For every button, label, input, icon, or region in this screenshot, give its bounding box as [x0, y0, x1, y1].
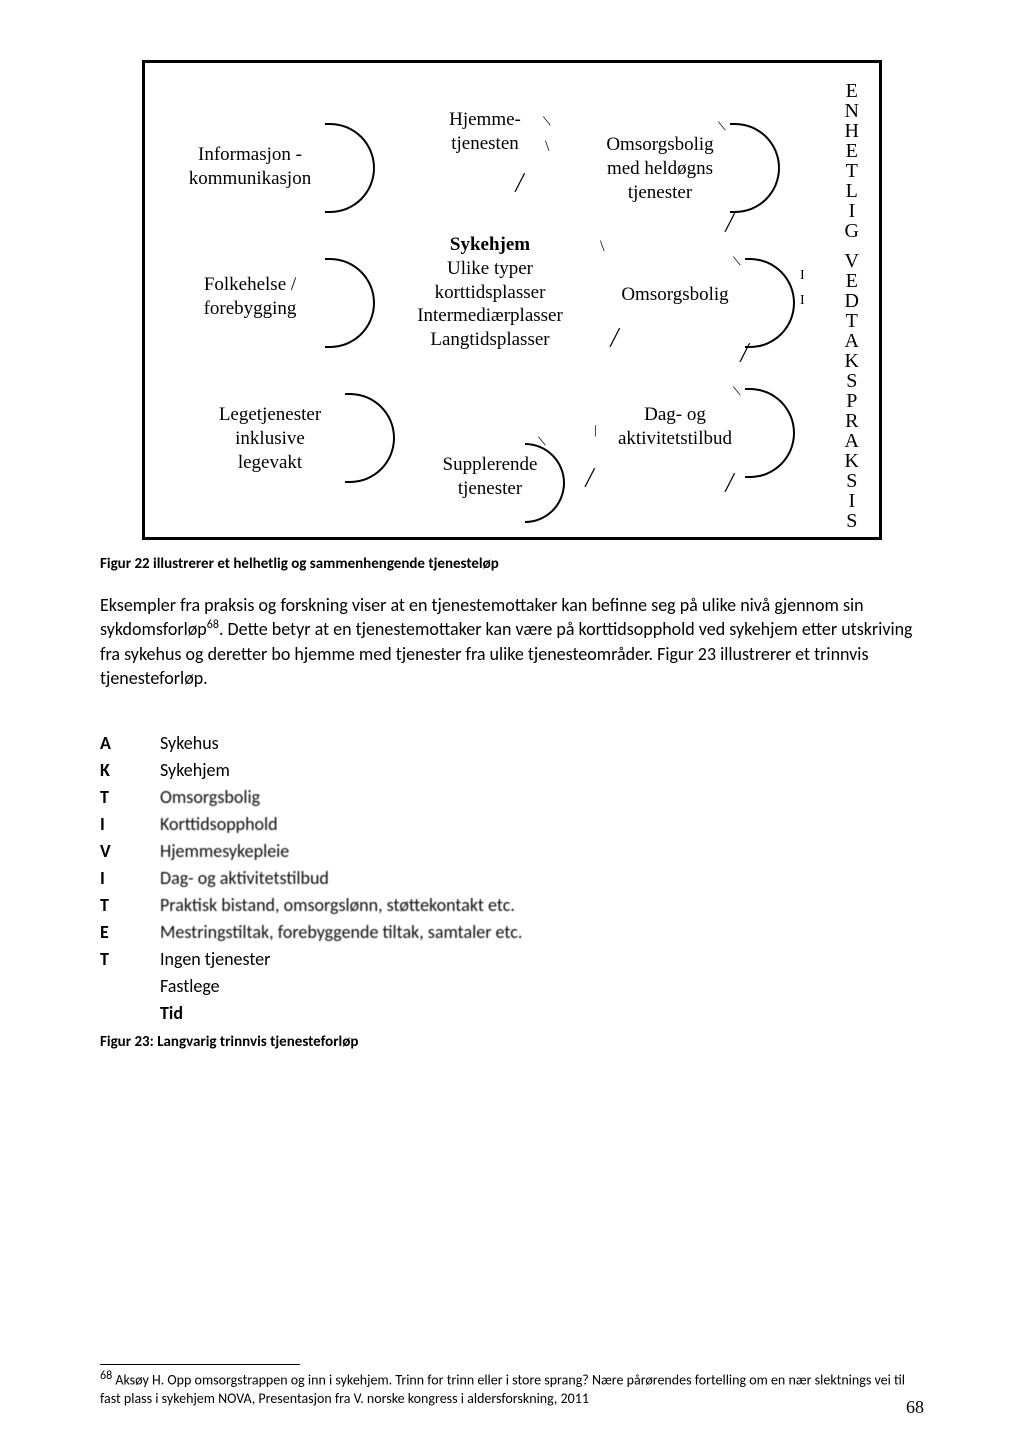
service-diagram: Informasjon - kommunikasjon Folkehelse /…: [142, 60, 882, 540]
node-info: Informasjon - kommunikasjon: [175, 143, 325, 191]
slash-mark: \: [600, 238, 604, 256]
list-item: Fastlege: [100, 973, 924, 1000]
arc: [745, 258, 795, 348]
tick-mark: I: [800, 268, 805, 284]
node-label: Omsorgsbolig med heldøgns tjenester: [606, 134, 713, 203]
list-item: TIngen tjenester: [100, 946, 924, 973]
list-item: TPraktisk bistand, omsorgslønn, støtteko…: [100, 892, 924, 919]
footnote-section: 68 Aksøy H. Opp omsorgstrappen og inn i …: [100, 1364, 924, 1408]
node-sykehjem: Sykehjem Ulike typer korttidsplasser Int…: [395, 233, 585, 352]
footnote-rule: [100, 1364, 300, 1365]
figure-caption-23: Figur 23: Langvarig trinnvis tjenestefor…: [100, 1033, 924, 1051]
figure-caption-22: Figur 22 illustrerer et helhetlig og sam…: [100, 555, 924, 573]
node-omsorg2: Omsorgsbolig: [605, 283, 745, 307]
list-item: IDag- og aktivitetstilbud: [100, 865, 924, 892]
arc: [325, 258, 375, 348]
slash-mark: \: [732, 253, 742, 271]
arc: [745, 388, 795, 478]
node-label: Sykehjem: [450, 234, 530, 255]
footnote-number: 68: [100, 1369, 112, 1383]
node-label: Hjemme- tjenesten: [449, 109, 521, 154]
slash-mark: ╱: [725, 213, 735, 233]
slash-mark: \: [545, 138, 549, 156]
node-label: Folkehelse / forebygging: [204, 274, 297, 319]
list-item: EMestringstiltak, forebyggende tiltak, s…: [100, 919, 924, 946]
list-item: ASykehus: [100, 730, 924, 757]
node-folkehelse: Folkehelse / forebygging: [175, 273, 325, 321]
slash-mark: ╱: [610, 328, 620, 348]
footnote-ref: 68: [207, 618, 219, 632]
node-label: Omsorgsbolig: [621, 284, 728, 305]
paragraph-text: . Dette betyr at en tjenestemottaker kan…: [100, 618, 913, 689]
tick-mark: I: [800, 293, 805, 309]
slash-mark: ╱: [585, 468, 595, 488]
node-lege: Legetjenester inklusive legevakt: [195, 403, 345, 474]
page-number: 68: [906, 1397, 924, 1418]
footnote-text: Aksøy H. Opp omsorgstrappen og inn i syk…: [100, 1372, 905, 1407]
arc: [345, 393, 395, 483]
node-hjemme: Hjemme- tjenesten: [405, 108, 565, 156]
node-dag: Dag- og aktivitetstilbud: [595, 403, 755, 451]
node-label: Dag- og aktivitetstilbud: [618, 404, 732, 449]
aktivitet-list: ASykehusKSykehjemTOmsorgsboligIKorttidso…: [100, 730, 924, 1027]
list-item: Tid: [100, 1000, 924, 1027]
arc: [325, 123, 375, 213]
slash-mark: ╱: [725, 473, 735, 493]
slash-mark: ╱: [740, 343, 750, 363]
list-item: VHjemmesykepleie: [100, 838, 924, 865]
node-label: Supplerende tjenester: [443, 454, 538, 499]
list-item: KSykehjem: [100, 757, 924, 784]
slash-mark: \: [732, 383, 742, 401]
vertical-label: ENHETLIG VEDTAKSPRAKSIS: [845, 81, 859, 531]
body-paragraph: Eksempler fra praksis og forskning viser…: [100, 593, 924, 690]
slash-mark: ╱: [515, 173, 525, 193]
arc: [730, 123, 780, 213]
node-label: Legetjenester inklusive legevakt: [219, 404, 321, 473]
node-label: Informasjon - kommunikasjon: [189, 144, 311, 189]
node-label: Ulike typer korttidsplasser Intermediærp…: [417, 258, 563, 350]
list-item: IKorttidsopphold: [100, 811, 924, 838]
list-item: TOmsorgsbolig: [100, 784, 924, 811]
node-omsorg1: Omsorgsbolig med heldøgns tjenester: [585, 133, 735, 204]
